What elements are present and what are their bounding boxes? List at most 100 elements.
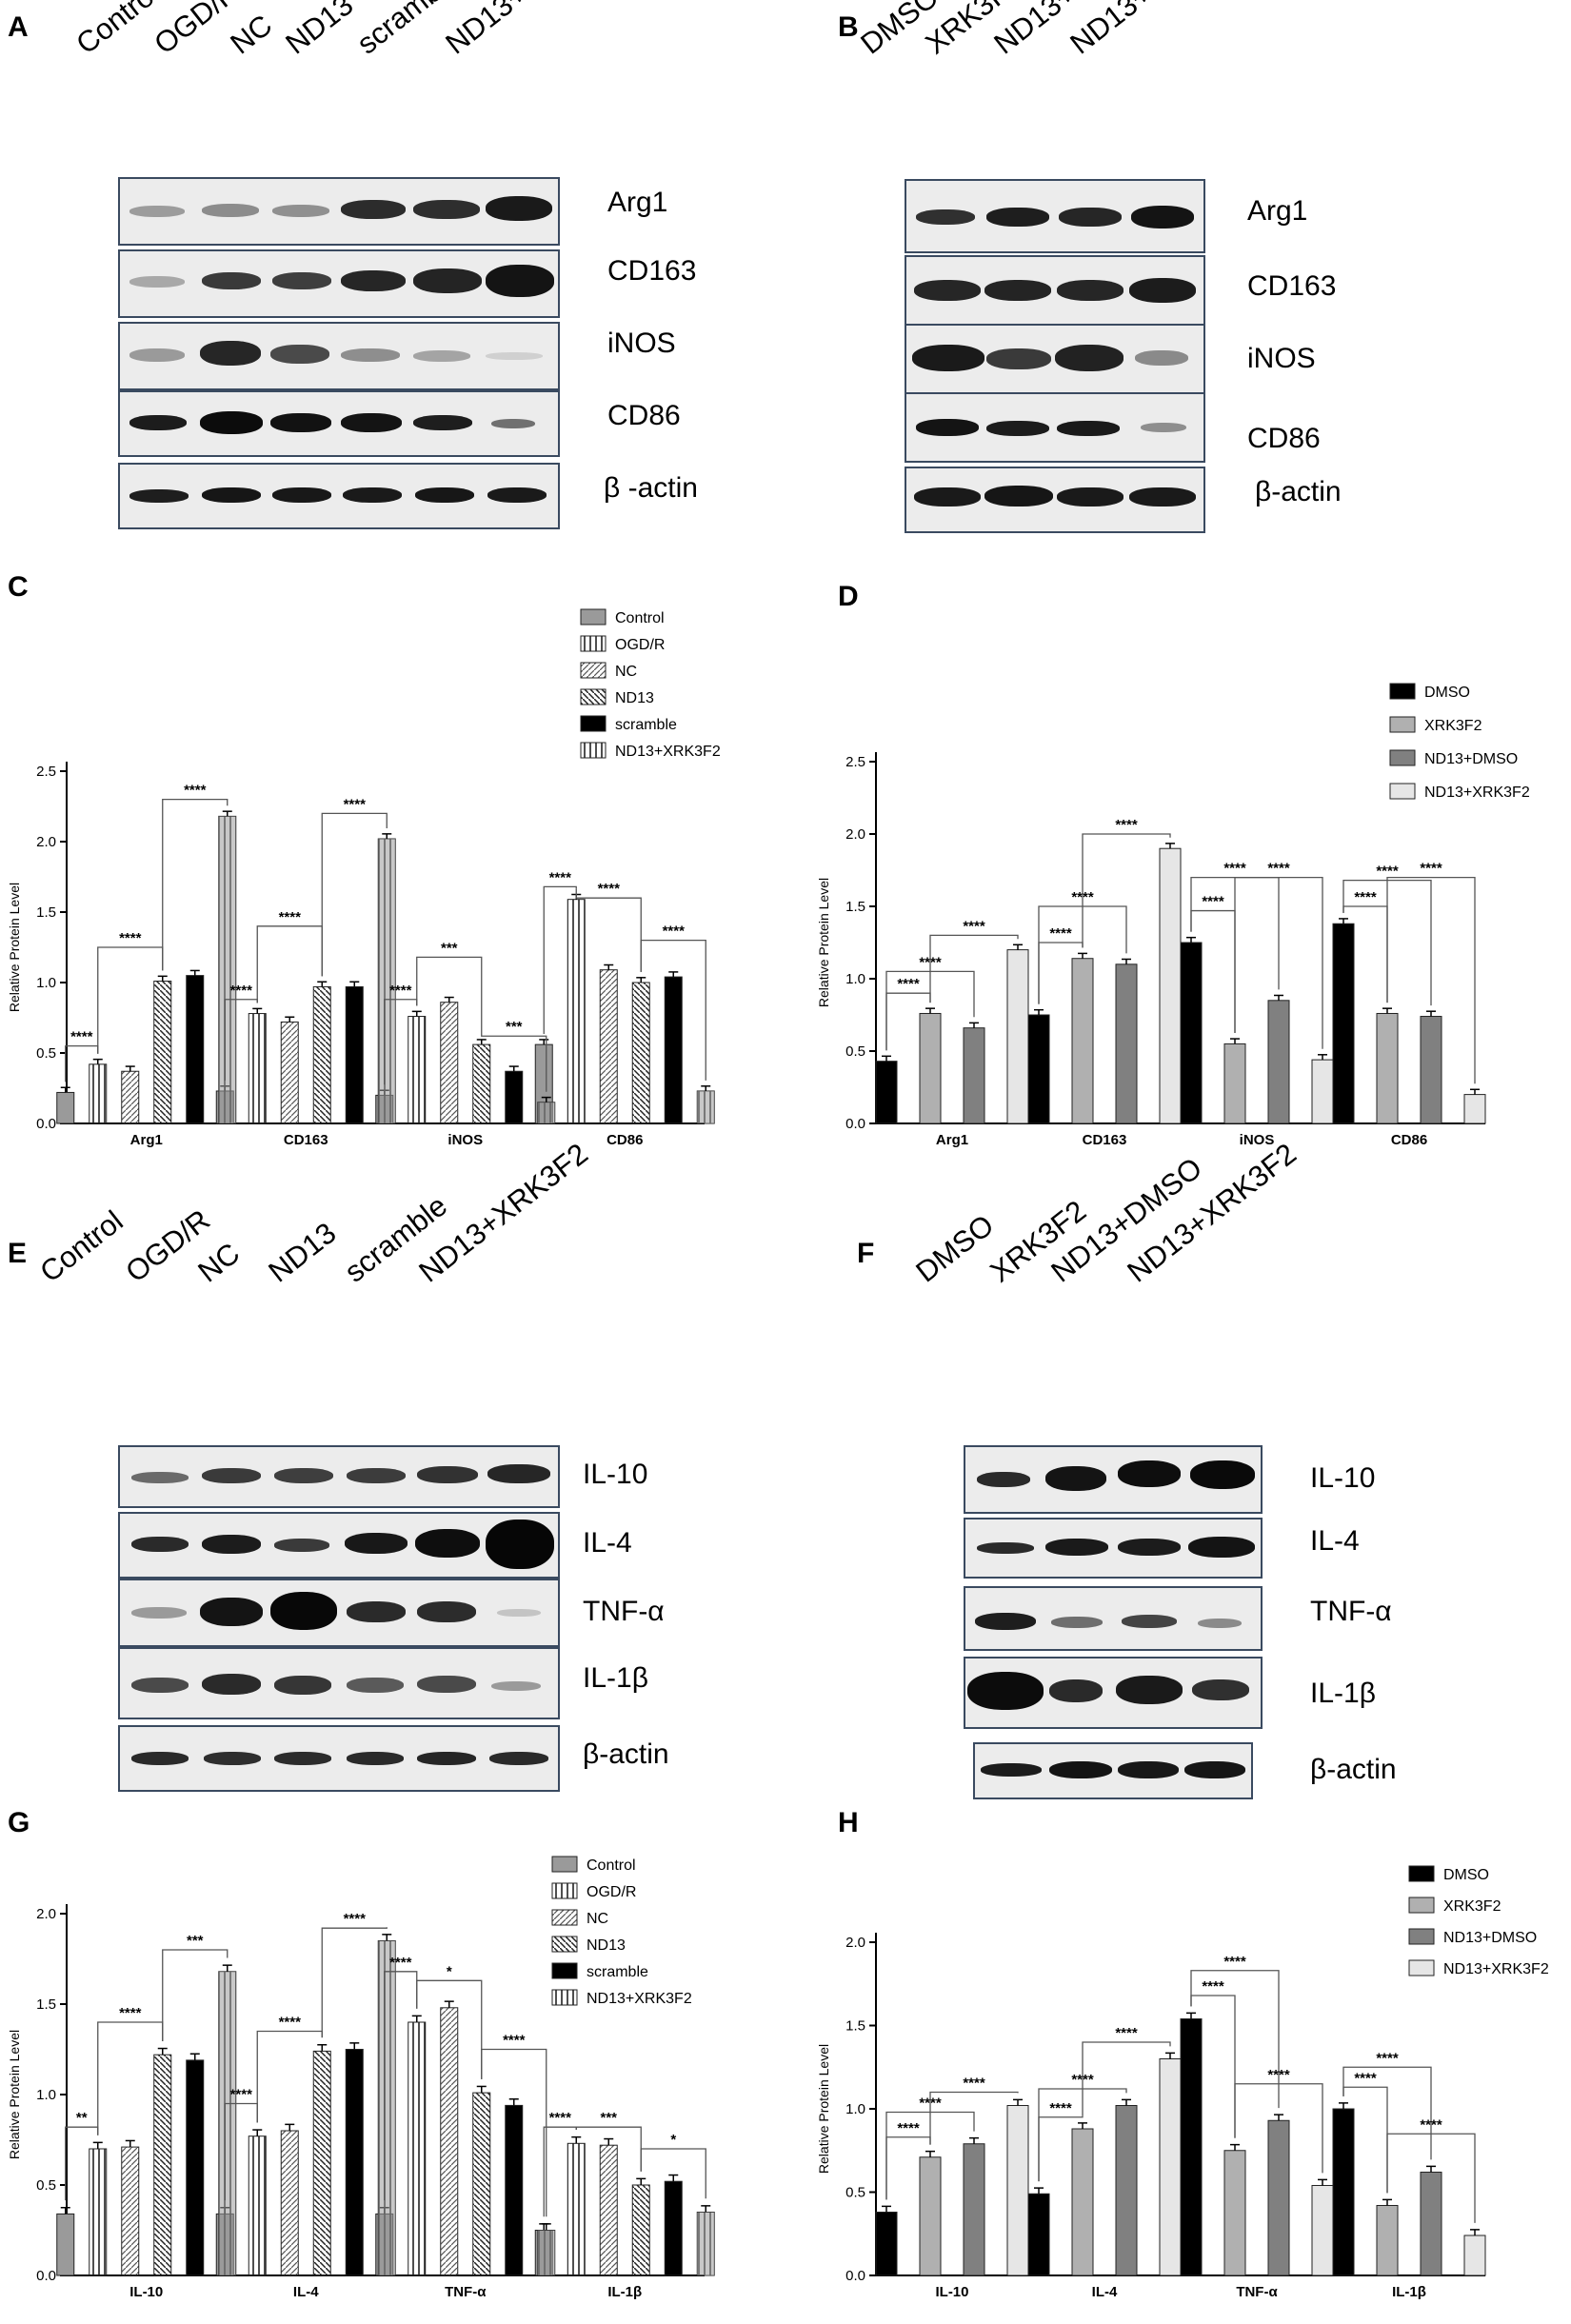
bar bbox=[153, 981, 172, 1124]
bar-shade bbox=[218, 816, 236, 1123]
blot-band bbox=[491, 1681, 541, 1691]
significance-label: * bbox=[670, 2132, 676, 2148]
blot-band bbox=[131, 1678, 189, 1693]
blot-band bbox=[202, 1535, 261, 1554]
blot-band bbox=[129, 206, 185, 217]
blot-band bbox=[986, 348, 1051, 369]
panel-g-chart: G 0.0 0.5 1.0 1.5 2.0 Relative Protein Level I… bbox=[0, 1799, 781, 2324]
blot-band bbox=[415, 487, 474, 503]
significance-bracket bbox=[481, 2048, 547, 2217]
significance-label: **** bbox=[230, 983, 253, 999]
legend-swatch bbox=[580, 688, 607, 705]
blot-band bbox=[347, 1601, 406, 1622]
bar bbox=[408, 1016, 427, 1124]
blot-band bbox=[272, 205, 329, 217]
bar bbox=[875, 1061, 898, 1124]
significance-label: **** bbox=[963, 918, 985, 934]
bar bbox=[1180, 942, 1203, 1124]
bar bbox=[312, 2050, 331, 2276]
bar bbox=[1420, 1016, 1442, 1124]
panel-h-chart: H 0.0 0.5 1.0 1.5 2.0 Relative Protein Level I… bbox=[790, 1799, 1552, 2324]
blot-band bbox=[967, 1672, 1044, 1710]
significance-bracket bbox=[97, 2021, 164, 2135]
bar bbox=[567, 2142, 586, 2276]
legend-swatch bbox=[580, 608, 607, 626]
blot-band bbox=[1135, 350, 1188, 366]
bar bbox=[56, 1091, 75, 1124]
blot-band bbox=[486, 352, 543, 360]
bar bbox=[1159, 847, 1182, 1124]
panel-letter: C bbox=[8, 571, 29, 603]
blot-band bbox=[1049, 1679, 1103, 1702]
bar bbox=[1311, 1059, 1334, 1124]
significance-bracket bbox=[640, 939, 706, 1081]
blot-row-label: IL-4 bbox=[583, 1527, 632, 1559]
blot-band bbox=[274, 1752, 331, 1765]
blot-band bbox=[204, 1752, 261, 1765]
blot-row-label: Arg1 bbox=[607, 187, 668, 218]
significance-label: **** bbox=[1115, 2025, 1138, 2041]
bar bbox=[599, 2144, 618, 2276]
bar bbox=[919, 2156, 942, 2276]
bar bbox=[248, 1013, 267, 1124]
x-tick-label: TNF-α bbox=[445, 2284, 487, 2300]
bar bbox=[963, 2143, 985, 2276]
blot-band bbox=[1131, 206, 1194, 228]
blot-band bbox=[202, 204, 259, 217]
bar bbox=[312, 985, 331, 1124]
significance-bracket bbox=[1386, 2133, 1476, 2223]
bar bbox=[1376, 2205, 1399, 2276]
bar bbox=[89, 1063, 108, 1124]
bar-chart: 0.0 0.5 1.0 1.5 2.0 2.5 Relative Protein Level… bbox=[7, 608, 721, 1148]
blot-row-label: TNF-α bbox=[1310, 1596, 1392, 1627]
blot-band bbox=[975, 1613, 1036, 1630]
bar-chart: 0.0 0.5 1.0 1.5 2.0 Relative Protein Level IL-… bbox=[7, 1856, 715, 2300]
y-tick-label: 2.0 bbox=[845, 826, 865, 843]
blot-row-label: β -actin bbox=[604, 472, 698, 504]
blot-row-label: iNOS bbox=[607, 328, 676, 359]
significance-label: * bbox=[447, 1963, 452, 1979]
bar bbox=[1159, 2058, 1182, 2276]
legend-swatch bbox=[580, 715, 607, 732]
y-tick-label: 0.5 bbox=[36, 2177, 56, 2194]
x-tick-label: CD163 bbox=[284, 1132, 328, 1148]
bar bbox=[345, 985, 364, 1124]
blot-band bbox=[1045, 1539, 1108, 1556]
blot-row-label: CD163 bbox=[1247, 270, 1337, 302]
bar bbox=[1332, 923, 1355, 1124]
significance-label: **** bbox=[119, 2005, 142, 2021]
significance-bracket bbox=[97, 946, 164, 1054]
significance-bracket bbox=[1082, 833, 1171, 948]
significance-label: *** bbox=[187, 1933, 204, 1949]
legend-label: NC bbox=[615, 664, 637, 680]
blot-band bbox=[497, 1609, 541, 1617]
significance-label: **** bbox=[1223, 1954, 1246, 1970]
significance-label: **** bbox=[897, 2120, 920, 2136]
blot-band bbox=[131, 1537, 189, 1552]
blot-band bbox=[1049, 1761, 1112, 1778]
blot-band bbox=[272, 487, 331, 503]
blot-band bbox=[415, 1529, 480, 1558]
bar-shade bbox=[697, 2212, 715, 2275]
bar-shade bbox=[378, 839, 396, 1123]
blot-band bbox=[341, 413, 402, 432]
blot-row-label: IL-10 bbox=[583, 1459, 648, 1490]
blot-row bbox=[118, 1579, 560, 1647]
legend-label: ND13 bbox=[615, 690, 654, 706]
blot-band bbox=[274, 1539, 329, 1552]
bar bbox=[186, 975, 205, 1124]
significance-bracket bbox=[1190, 1970, 1280, 2109]
x-tick-label: IL-10 bbox=[935, 2284, 968, 2300]
blot-row bbox=[118, 177, 560, 246]
lane-labels: DMSO XRK3F2 ND13+DMSO ND13+XRK3F2 bbox=[790, 0, 1552, 162]
legend-label: XRK3F2 bbox=[1424, 718, 1482, 734]
bar bbox=[1006, 949, 1029, 1124]
significance-label: *** bbox=[600, 2110, 617, 2126]
bar bbox=[1463, 1094, 1486, 1124]
blot-band bbox=[131, 1472, 189, 1483]
panel-a-western-blot: A Control OGD/R NC ND13 scramble ND13+XR… bbox=[0, 0, 762, 543]
significance-bracket bbox=[481, 1034, 547, 1092]
blot-band bbox=[347, 1752, 404, 1765]
panel-letter: A bbox=[8, 11, 29, 43]
blot-band bbox=[270, 1592, 337, 1630]
